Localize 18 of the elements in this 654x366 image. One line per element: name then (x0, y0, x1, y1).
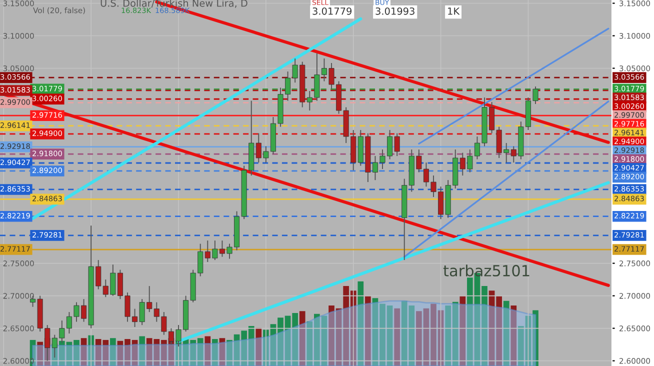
bar (80, 338, 87, 366)
bar (219, 338, 226, 366)
bar (365, 296, 371, 366)
bar (394, 308, 400, 366)
bar (212, 339, 218, 366)
bar (510, 306, 517, 366)
bar (460, 296, 466, 366)
bar (358, 281, 364, 366)
bar (139, 336, 145, 366)
bar (503, 300, 510, 366)
bar (256, 328, 262, 366)
annotation: 3.01779 (312, 7, 352, 15)
bar (204, 336, 211, 366)
annotation: 1K (448, 8, 460, 15)
annotation: tarbaz5101 (443, 264, 530, 276)
bar (110, 338, 116, 366)
annotation: 3.01993 (376, 7, 414, 15)
bar (299, 311, 306, 366)
